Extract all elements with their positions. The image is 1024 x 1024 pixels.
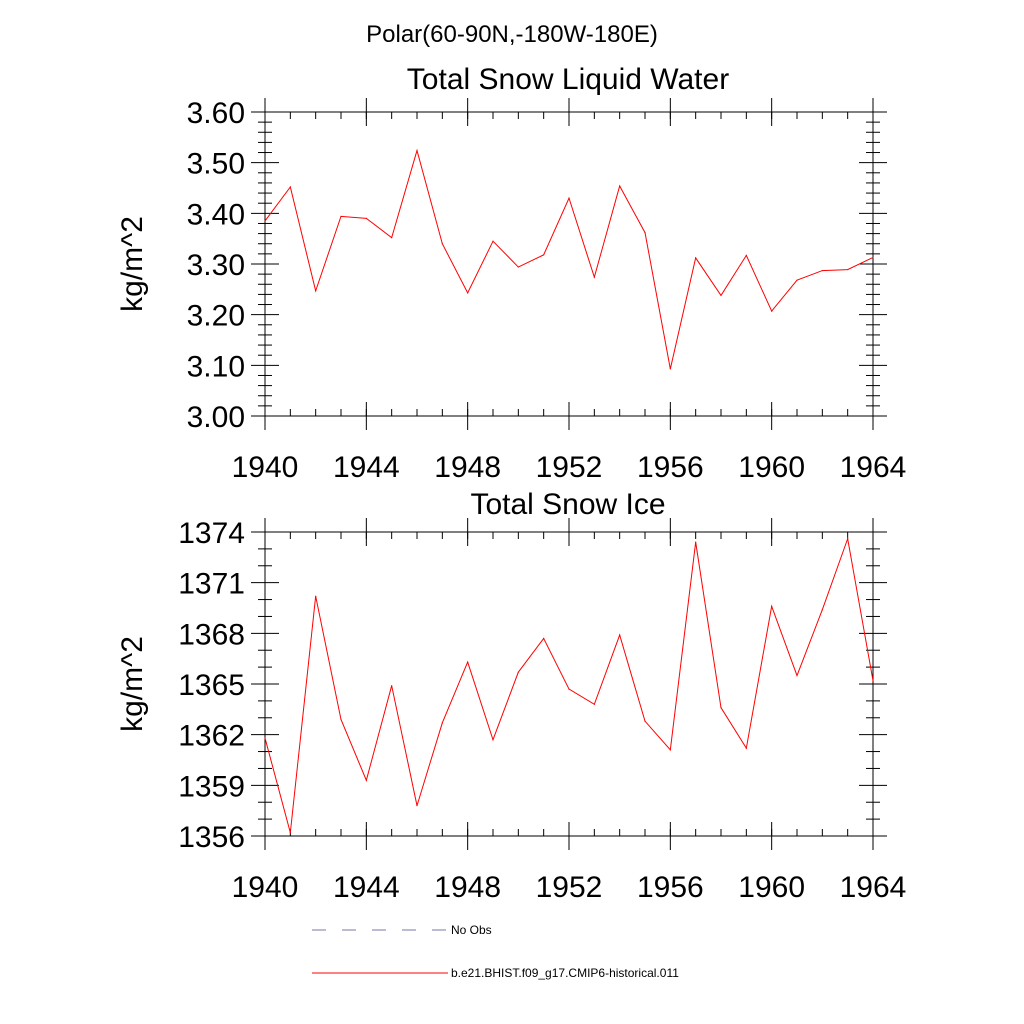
series-line (264, 148, 874, 369)
data-point (492, 240, 494, 242)
chart-snow-ice: Total Snow Ice 1940 1944 1948 1952 1956 1960 1… (116, 488, 906, 904)
data-point (847, 538, 849, 540)
data-point (289, 186, 291, 188)
data-point (796, 279, 798, 281)
y-tick-label: 1362 (178, 720, 245, 753)
data-point (289, 832, 291, 834)
y-tick-label: 3.50 (187, 148, 245, 181)
x-tick-label: 1940 (232, 451, 299, 484)
data-point (315, 595, 317, 597)
legend-label-no-obs: No Obs (451, 923, 492, 937)
y-tick-label: 3.20 (187, 300, 245, 333)
x-tick-label: 1948 (434, 871, 501, 904)
data-point (416, 805, 418, 807)
data-point (695, 541, 697, 543)
data-point (771, 605, 773, 607)
y-tick-label: 3.00 (187, 401, 245, 434)
x-tick-label: 1960 (738, 871, 805, 904)
chart-title: Total Snow Ice (470, 488, 665, 521)
data-point (821, 269, 823, 272)
plot-frame (264, 111, 874, 417)
data-point (543, 637, 545, 640)
data-point (847, 268, 849, 271)
x-tick-label: 1964 (840, 871, 907, 904)
data-point (441, 243, 443, 245)
data-point (264, 220, 266, 222)
y-tick-label: 1365 (178, 669, 245, 702)
x-tick-label: 1944 (333, 871, 400, 904)
data-point (340, 718, 342, 721)
x-tick-label: 1956 (637, 451, 704, 484)
data-point (416, 149, 418, 152)
data-point (340, 215, 342, 217)
y-axis-label: kg/m^2 (116, 216, 149, 312)
chart-snow-liquid-water: Total Snow Liquid Water 1940 1944 1948 1952… (116, 63, 906, 484)
y-axis-label: kg/m^2 (116, 636, 149, 732)
data-point (467, 292, 469, 294)
legend: No Obs b.e21.BHIST.f09_g17.CMIP6-histori… (312, 923, 679, 980)
data-point (821, 609, 823, 611)
data-point (745, 747, 747, 749)
plot-frame (264, 531, 874, 837)
y-tick-label: 3.30 (187, 249, 245, 282)
y-tick-label: 1356 (178, 821, 245, 854)
y-tick-label: 1374 (178, 517, 245, 550)
data-point (517, 266, 519, 268)
data-point (543, 254, 545, 256)
data-point (568, 197, 570, 199)
x-tick-label: 1952 (536, 871, 603, 904)
chart-title: Total Snow Liquid Water (407, 63, 729, 96)
data-point (644, 720, 646, 722)
data-point (644, 231, 646, 234)
x-tick-label: 1960 (738, 451, 805, 484)
data-point (771, 310, 773, 312)
figure-supertitle: Polar(60-90N,-180W-180E) (366, 21, 658, 48)
data-point (872, 680, 874, 682)
y-tick-label: 3.10 (187, 350, 245, 383)
data-point (315, 290, 317, 292)
data-point (467, 661, 469, 663)
data-point (593, 276, 595, 278)
data-point (619, 185, 621, 187)
data-point (669, 368, 671, 370)
y-tick-label: 1359 (178, 770, 245, 803)
data-point (365, 217, 367, 219)
data-point (391, 685, 393, 687)
data-point (745, 254, 747, 256)
y-tick-label: 3.40 (187, 198, 245, 231)
data-point (669, 749, 671, 751)
y-tick-label: 1368 (178, 618, 245, 651)
series-line (264, 536, 874, 833)
data-point (391, 237, 393, 239)
x-tick-label: 1964 (840, 451, 907, 484)
data-point (441, 722, 443, 724)
data-point (264, 737, 266, 739)
data-point (492, 739, 494, 741)
data-point (720, 294, 722, 297)
data-point (872, 256, 874, 259)
x-tick-label: 1944 (333, 451, 400, 484)
legend-label-model-run: b.e21.BHIST.f09_g17.CMIP6-historical.011 (451, 966, 679, 980)
data-point (365, 779, 367, 781)
data-point (695, 257, 697, 259)
data-point (517, 671, 519, 673)
data-point (796, 674, 798, 677)
data-point (619, 634, 621, 636)
y-tick-label: 1371 (178, 568, 245, 601)
data-point (720, 707, 722, 709)
x-tick-label: 1952 (536, 451, 603, 484)
x-tick-label: 1948 (434, 451, 501, 484)
x-tick-label: 1956 (637, 871, 704, 904)
data-point (568, 688, 570, 690)
y-tick-label: 3.60 (187, 97, 245, 130)
x-tick-label: 1940 (232, 871, 299, 904)
data-point (593, 703, 595, 705)
